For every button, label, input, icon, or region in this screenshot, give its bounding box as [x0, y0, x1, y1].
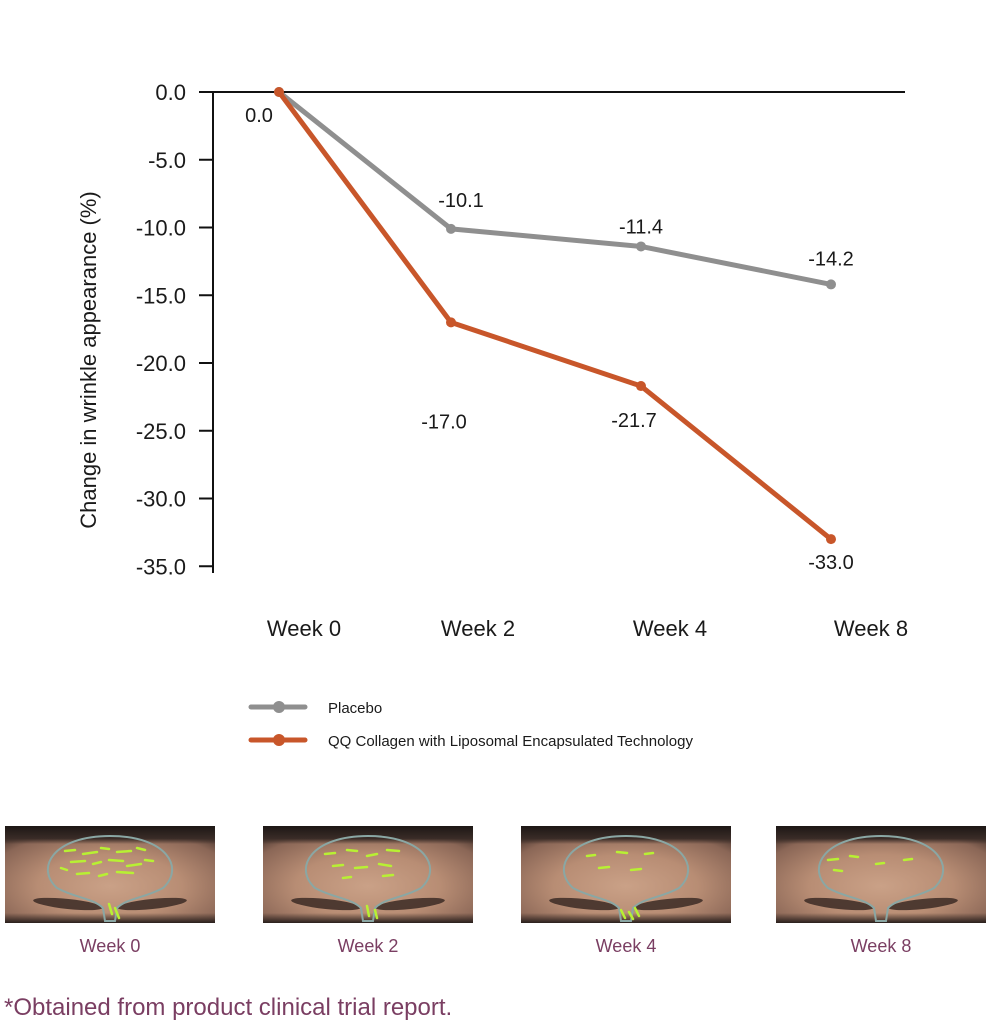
data-point [446, 317, 456, 328]
data-labels: 0.0 -10.1 -11.4 -14.2 -17.0 -21.7 -33.0 [245, 105, 854, 574]
series-line-1 [276, 89, 834, 542]
series-line-0 [276, 89, 834, 287]
data-label: -33.0 [808, 552, 854, 574]
forehead-photos: Week 0 Week 2 Week 4 Week 8 [0, 826, 1000, 966]
wrinkle-change-line-chart: 0.0 -5.0 -10.0 -15.0 -20.0 -25.0 -30.0 -35.0 We… [76, 80, 908, 750]
data-point [826, 534, 836, 545]
data-point [826, 279, 836, 290]
data-label: -11.4 [619, 216, 663, 238]
data-label: -17.0 [421, 411, 467, 433]
y-tick-label: -30.0 [136, 487, 186, 512]
y-tick-label: -10.0 [136, 216, 186, 241]
data-label: -14.2 [808, 248, 854, 270]
footnote: *Obtained from product clinical trial re… [4, 994, 453, 1021]
legend-swatch-dot [273, 701, 285, 713]
data-point [274, 87, 284, 97]
y-tick-label: -35.0 [136, 554, 186, 579]
data-label: 0.0 [245, 105, 273, 127]
y-axis: 0.0 -5.0 -10.0 -15.0 -20.0 -25.0 -30.0 -35.0 [136, 80, 905, 579]
series-layer [274, 87, 836, 545]
photo-label-week-2: Week 2 [337, 936, 399, 956]
wrinkle-markers [562, 834, 690, 922]
data-point [446, 223, 456, 234]
y-tick-label: -25.0 [136, 419, 186, 444]
x-category-label: Week 8 [834, 616, 908, 641]
y-tick-label: -20.0 [136, 351, 186, 376]
x-category-label: Week 2 [441, 616, 515, 641]
photo-label-week-4: Week 4 [595, 936, 657, 956]
wrinkle-markers [817, 834, 945, 922]
legend-swatch-dot [273, 734, 285, 746]
data-point [636, 381, 646, 392]
data-label: -10.1 [438, 190, 484, 212]
wrinkle-markers [304, 834, 432, 922]
photo-label-week-8: Week 8 [850, 936, 912, 956]
x-category-label: Week 4 [633, 616, 707, 641]
forehead-photo-week-4 [521, 826, 731, 923]
data-label: -21.7 [611, 410, 657, 432]
y-tick-label: -15.0 [136, 283, 186, 308]
x-category-label: Week 0 [267, 616, 341, 641]
forehead-photo-week-0 [5, 826, 215, 923]
photo-label-week-0: Week 0 [79, 936, 141, 956]
legend-label: QQ Collagen with Liposomal Encapsulated … [328, 733, 693, 750]
y-axis-title: Change in wrinkle appearance (%) [76, 191, 101, 529]
forehead-photo-week-8 [776, 826, 986, 923]
legend-label: Placebo [328, 700, 382, 717]
x-axis: Week 0 Week 2 Week 4 Week 8 [267, 616, 908, 641]
legend: Placebo QQ Collagen with Liposomal Encaps… [248, 700, 693, 750]
data-point [636, 241, 646, 252]
forehead-photo-week-2 [263, 826, 473, 923]
y-tick-label: -5.0 [148, 148, 186, 173]
wrinkle-markers [46, 834, 174, 922]
y-tick-label: 0.0 [155, 80, 186, 105]
